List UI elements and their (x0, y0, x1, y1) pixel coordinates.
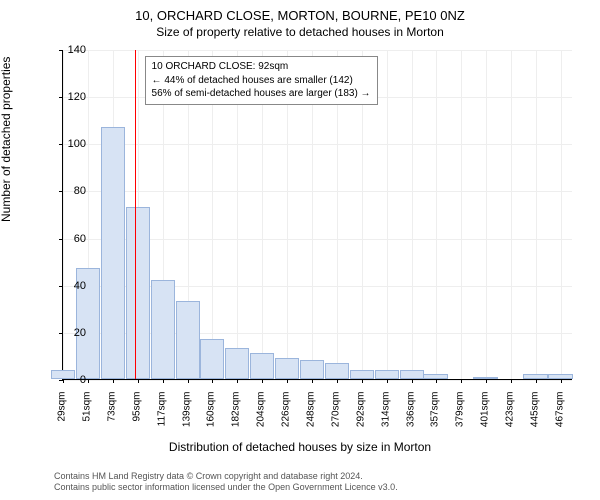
xtick-label: 29sqm (57, 392, 68, 432)
annotation-line1: 10 ORCHARD CLOSE: 92sqm (152, 60, 371, 74)
annotation-box: 10 ORCHARD CLOSE: 92sqm← 44% of detached… (145, 56, 378, 105)
xtick-label: 292sqm (355, 392, 366, 432)
xtick-label: 423sqm (504, 392, 515, 432)
xtick-label: 270sqm (330, 392, 341, 432)
histogram-bar (350, 370, 374, 379)
xtick-label: 445sqm (529, 392, 540, 432)
annotation-line3: 56% of semi-detached houses are larger (… (152, 87, 371, 101)
ytick-label: 120 (56, 91, 86, 103)
xtick-label: 117sqm (156, 392, 167, 432)
histogram-bar (151, 280, 175, 379)
gridline-v (461, 50, 462, 379)
xtick-label: 95sqm (131, 392, 142, 432)
gridline-v (511, 50, 512, 379)
histogram-bar (400, 370, 424, 379)
gridline-v (412, 50, 413, 379)
reference-line (135, 50, 136, 379)
gridline-v (387, 50, 388, 379)
x-axis-label: Distribution of detached houses by size … (0, 440, 600, 454)
gridline-h (63, 380, 572, 381)
histogram-bar (423, 374, 447, 379)
gridline-h (63, 50, 572, 51)
attribution-line2: Contains public sector information licen… (54, 482, 398, 494)
ytick-label: 0 (56, 374, 86, 386)
y-axis-label: Number of detached properties (0, 57, 13, 222)
histogram-bar (300, 360, 324, 379)
histogram-bar (225, 348, 249, 379)
histogram-bar (473, 377, 497, 379)
xtick-label: 226sqm (280, 392, 291, 432)
ytick-label: 80 (56, 185, 86, 197)
xtick-label: 379sqm (454, 392, 465, 432)
gridline-h (63, 144, 572, 145)
xtick-label: 73sqm (106, 392, 117, 432)
gridline-v (486, 50, 487, 379)
histogram-bar (250, 353, 274, 379)
xtick-label: 182sqm (230, 392, 241, 432)
histogram-bar (375, 370, 399, 379)
ytick-label: 140 (56, 44, 86, 56)
xtick-label: 139sqm (181, 392, 192, 432)
chart-container: 10, ORCHARD CLOSE, MORTON, BOURNE, PE10 … (0, 0, 600, 500)
ytick-label: 40 (56, 280, 86, 292)
histogram-bar (126, 207, 150, 379)
xtick-label: 248sqm (305, 392, 316, 432)
xtick-label: 51sqm (81, 392, 92, 432)
gridline-v (561, 50, 562, 379)
chart-subtitle: Size of property relative to detached ho… (0, 23, 600, 39)
ytick-label: 20 (56, 327, 86, 339)
gridline-v (536, 50, 537, 379)
xtick-label: 336sqm (405, 392, 416, 432)
histogram-bar (325, 363, 349, 380)
xtick-label: 160sqm (205, 392, 216, 432)
histogram-bar (176, 301, 200, 379)
chart-title: 10, ORCHARD CLOSE, MORTON, BOURNE, PE10 … (0, 0, 600, 23)
histogram-bar (101, 127, 125, 379)
xtick-label: 204sqm (255, 392, 266, 432)
ytick-label: 60 (56, 233, 86, 245)
histogram-bar (548, 374, 572, 379)
gridline-h (63, 191, 572, 192)
ytick-label: 100 (56, 138, 86, 150)
histogram-bar (275, 358, 299, 379)
xtick-label: 467sqm (554, 392, 565, 432)
xtick-label: 314sqm (380, 392, 391, 432)
annotation-line2: ← 44% of detached houses are smaller (14… (152, 74, 371, 88)
xtick-label: 357sqm (429, 392, 440, 432)
attribution: Contains HM Land Registry data © Crown c… (54, 471, 398, 494)
plot-area: 10 ORCHARD CLOSE: 92sqm← 44% of detached… (62, 50, 572, 380)
xtick-label: 401sqm (479, 392, 490, 432)
attribution-line1: Contains HM Land Registry data © Crown c… (54, 471, 398, 483)
histogram-bar (523, 374, 547, 379)
gridline-v (436, 50, 437, 379)
histogram-bar (200, 339, 224, 379)
